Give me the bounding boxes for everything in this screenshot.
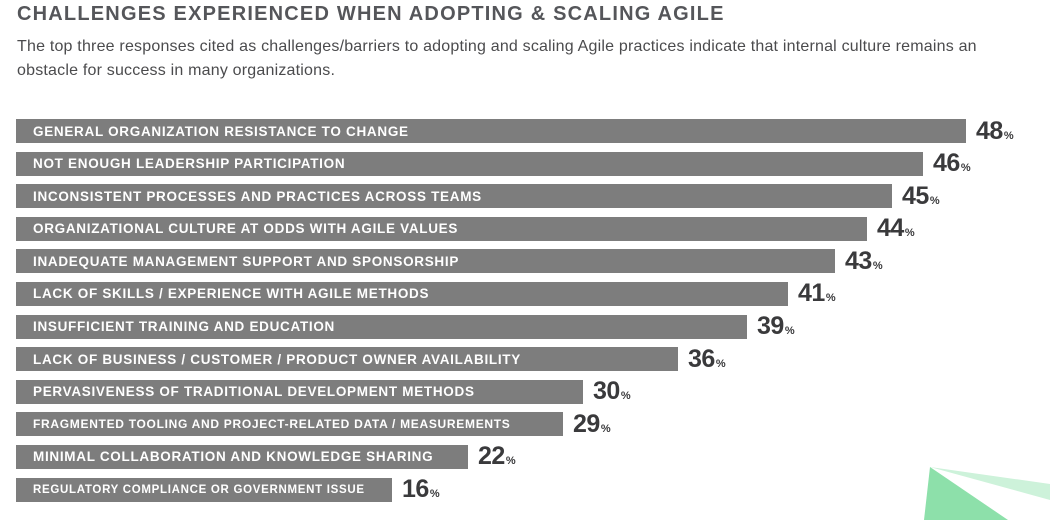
bar-value: 41%: [798, 281, 836, 306]
bar: GENERAL ORGANIZATION RESISTANCE TO CHANG…: [16, 119, 966, 143]
bar-value: 30%: [593, 379, 631, 404]
value-number: 29: [573, 409, 600, 438]
percent-sign: %: [872, 259, 883, 272]
percent-sign: %: [825, 292, 836, 305]
bar-row: REGULATORY COMPLIANCE OR GOVERNMENT ISSU…: [16, 477, 1050, 502]
bar: LACK OF BUSINESS / CUSTOMER / PRODUCT OW…: [16, 347, 678, 372]
percent-sign: %: [960, 162, 971, 175]
bar-label: NOT ENOUGH LEADERSHIP PARTICIPATION: [33, 156, 346, 172]
bar-value: 46%: [933, 151, 971, 176]
percent-sign: %: [715, 357, 726, 370]
value-number: 45: [902, 181, 929, 210]
bar: REGULATORY COMPLIANCE OR GOVERNMENT ISSU…: [16, 477, 392, 502]
value-number: 16: [402, 475, 429, 504]
page-subtitle: The top three responses cited as challen…: [17, 38, 977, 79]
bar: INADEQUATE MANAGEMENT SUPPORT AND SPONSO…: [16, 249, 835, 274]
percent-sign: %: [784, 325, 795, 338]
bar: NOT ENOUGH LEADERSHIP PARTICIPATION: [16, 151, 923, 176]
percent-sign: %: [429, 488, 440, 501]
percent-sign: %: [505, 455, 516, 468]
value-number: 44: [877, 214, 904, 243]
header: CHALLENGES EXPERIENCED WHEN ADOPTING & S…: [17, 3, 1030, 83]
bar: INCONSISTENT PROCESSES AND PRACTICES ACR…: [16, 184, 892, 209]
bar-label: ORGANIZATIONAL CULTURE AT ODDS WITH AGIL…: [33, 221, 459, 237]
bar-value: 44%: [877, 216, 915, 241]
bar-label: INSUFFICIENT TRAINING AND EDUCATION: [33, 319, 335, 335]
bar-value: 22%: [478, 444, 516, 469]
value-number: 30: [593, 377, 620, 406]
value-number: 48: [976, 116, 1003, 145]
page-title: CHALLENGES EXPERIENCED WHEN ADOPTING & S…: [17, 3, 725, 25]
bar: MINIMAL COLLABORATION AND KNOWLEDGE SHAR…: [16, 444, 468, 469]
value-number: 22: [478, 442, 505, 471]
value-number: 39: [757, 312, 784, 341]
bar-row: INADEQUATE MANAGEMENT SUPPORT AND SPONSO…: [16, 246, 1050, 275]
bar: ORGANIZATIONAL CULTURE AT ODDS WITH AGIL…: [16, 216, 867, 241]
percent-sign: %: [904, 227, 915, 240]
bar-row: INSUFFICIENT TRAINING AND EDUCATION 39%: [16, 314, 1050, 339]
bar-label: LACK OF BUSINESS / CUSTOMER / PRODUCT OW…: [33, 351, 521, 367]
bar-label: INADEQUATE MANAGEMENT SUPPORT AND SPONSO…: [33, 253, 460, 269]
bar: INSUFFICIENT TRAINING AND EDUCATION: [16, 314, 747, 339]
bar-value: 39%: [757, 314, 795, 339]
bar-label: PERVASIVENESS OF TRADITIONAL DEVELOPMENT…: [33, 384, 475, 400]
bar-value: 43%: [845, 246, 883, 275]
bar-label: FRAGMENTED TOOLING AND PROJECT-RELATED D…: [33, 417, 511, 432]
bar-value: 48%: [976, 116, 1014, 145]
bar-label: INCONSISTENT PROCESSES AND PRACTICES ACR…: [33, 188, 482, 204]
percent-sign: %: [600, 422, 611, 435]
bar-row: NOT ENOUGH LEADERSHIP PARTICIPATION 46%: [16, 151, 1050, 176]
bar-row: ORGANIZATIONAL CULTURE AT ODDS WITH AGIL…: [16, 216, 1050, 241]
bar-value: 36%: [688, 344, 726, 373]
percent-sign: %: [929, 194, 940, 207]
bar-label: MINIMAL COLLABORATION AND KNOWLEDGE SHAR…: [33, 449, 434, 465]
bar-row: PERVASIVENESS OF TRADITIONAL DEVELOPMENT…: [16, 379, 1050, 404]
bar-row: GENERAL ORGANIZATION RESISTANCE TO CHANG…: [16, 116, 1050, 145]
bar-row: INCONSISTENT PROCESSES AND PRACTICES ACR…: [16, 181, 1050, 210]
bar-value: 29%: [573, 409, 611, 438]
bar-label: GENERAL ORGANIZATION RESISTANCE TO CHANG…: [33, 123, 409, 139]
bar-row: LACK OF BUSINESS / CUSTOMER / PRODUCT OW…: [16, 344, 1050, 373]
bar-label: LACK OF SKILLS / EXPERIENCE WITH AGILE M…: [33, 286, 430, 302]
percent-sign: %: [1003, 129, 1014, 142]
value-number: 41: [798, 279, 825, 308]
bar-label: REGULATORY COMPLIANCE OR GOVERNMENT ISSU…: [33, 483, 365, 496]
bar-chart: GENERAL ORGANIZATION RESISTANCE TO CHANG…: [16, 116, 1050, 510]
value-number: 46: [933, 149, 960, 178]
bar: LACK OF SKILLS / EXPERIENCE WITH AGILE M…: [16, 281, 788, 306]
percent-sign: %: [620, 390, 631, 403]
bar-row: MINIMAL COLLABORATION AND KNOWLEDGE SHAR…: [16, 444, 1050, 469]
value-number: 43: [845, 246, 872, 275]
bar-row: FRAGMENTED TOOLING AND PROJECT-RELATED D…: [16, 409, 1050, 438]
bar: FRAGMENTED TOOLING AND PROJECT-RELATED D…: [16, 412, 563, 437]
bar-row: LACK OF SKILLS / EXPERIENCE WITH AGILE M…: [16, 281, 1050, 306]
bar: PERVASIVENESS OF TRADITIONAL DEVELOPMENT…: [16, 379, 583, 404]
bar-value: 16%: [402, 477, 440, 502]
bar-value: 45%: [902, 181, 940, 210]
value-number: 36: [688, 344, 715, 373]
